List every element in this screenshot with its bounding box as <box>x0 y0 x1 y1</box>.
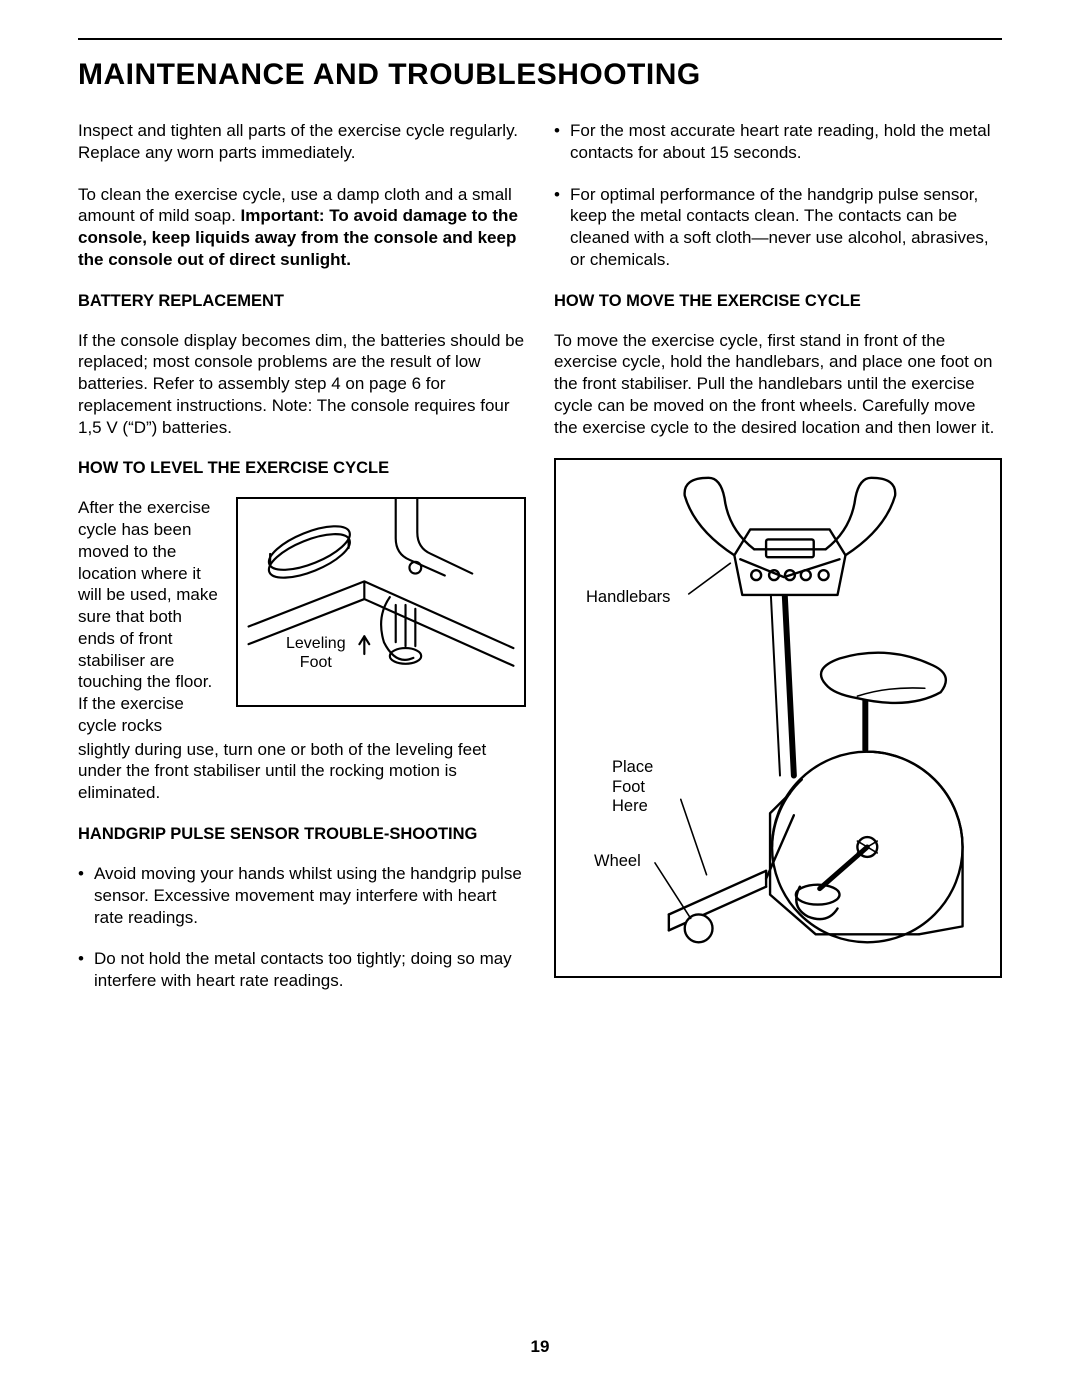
level-heading: HOW TO LEVEL THE EXERCISE CYCLE <box>78 458 526 479</box>
leveling-foot-figure: Leveling Foot <box>236 497 526 707</box>
handlebars-label: Handlebars <box>586 588 670 607</box>
leveling-foot-label: Leveling Foot <box>286 635 346 672</box>
move-body: To move the exercise cycle, first stand … <box>554 330 1002 439</box>
page-number: 19 <box>0 1337 1080 1357</box>
intro-paragraph-1: Inspect and tighten all parts of the exe… <box>78 120 526 164</box>
level-side-text: After the exercise cycle has been moved … <box>78 497 218 736</box>
exercise-cycle-illustration <box>556 460 1000 976</box>
wheel-label: Wheel <box>594 852 641 871</box>
battery-body: If the console display becomes dim, the … <box>78 330 526 439</box>
exercise-cycle-figure: Handlebars Place Foot Here Wheel <box>554 458 1002 978</box>
level-continuation: slightly during use, turn one or both of… <box>78 739 526 804</box>
top-rule <box>78 38 1002 40</box>
move-heading: HOW TO MOVE THE EXERCISE CYCLE <box>554 291 1002 312</box>
intro-paragraph-2: To clean the exercise cycle, use a damp … <box>78 184 526 271</box>
pulse-list-left: Avoid moving your hands whilst using the… <box>78 863 526 992</box>
list-item: For optimal performance of the handgrip … <box>554 184 1002 271</box>
list-item: For the most accurate heart rate reading… <box>554 120 1002 164</box>
level-row: After the exercise cycle has been moved … <box>78 497 526 736</box>
pulse-list-right: For the most accurate heart rate reading… <box>554 120 1002 271</box>
battery-heading: BATTERY REPLACEMENT <box>78 291 526 312</box>
page-title: MAINTENANCE AND TROUBLESHOOTING <box>78 58 1002 92</box>
pulse-heading: HANDGRIP PULSE SENSOR TROUBLE-SHOOTING <box>78 824 526 845</box>
two-column-layout: Inspect and tighten all parts of the exe… <box>78 120 1002 1012</box>
list-item: Avoid moving your hands whilst using the… <box>78 863 526 928</box>
place-foot-here-label: Place Foot Here <box>612 758 653 816</box>
left-column: Inspect and tighten all parts of the exe… <box>78 120 526 1012</box>
right-column: For the most accurate heart rate reading… <box>554 120 1002 1012</box>
list-item: Do not hold the metal contacts too tight… <box>78 948 526 992</box>
leveling-foot-illustration <box>238 499 524 705</box>
